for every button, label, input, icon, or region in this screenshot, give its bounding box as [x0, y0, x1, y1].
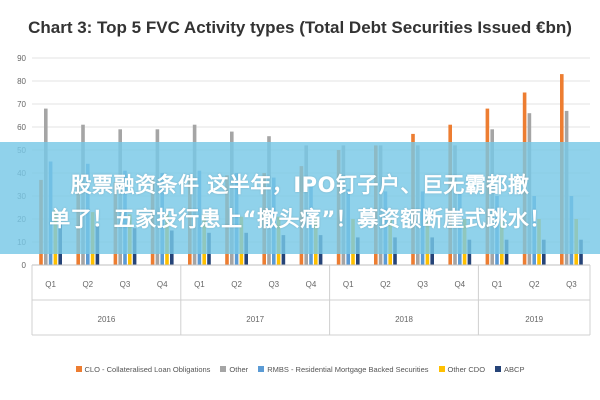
y-tick-label: 70 — [17, 100, 26, 109]
chart-legend: CLO - Collateralised Loan Obligations Oth… — [0, 362, 600, 376]
x-tick-label: Q2 — [82, 280, 93, 289]
x-tick-label: Q2 — [529, 280, 540, 289]
x-group-label: 2016 — [98, 315, 116, 324]
x-tick-label: Q4 — [157, 280, 168, 289]
x-tick-label: Q4 — [306, 280, 317, 289]
legend-item: Other — [220, 365, 248, 374]
legend-item: Other CDO — [438, 364, 486, 374]
x-group-label: 2019 — [525, 315, 543, 324]
legend-label: RMBS - Residential Mortgage Backed Secur… — [267, 364, 429, 374]
x-tick-label: Q2 — [380, 280, 391, 289]
x-tick-label: Q1 — [343, 280, 354, 289]
y-tick-label: 60 — [17, 123, 26, 132]
legend-label: Other — [229, 364, 249, 374]
legend-item: ABCP — [495, 365, 524, 374]
x-tick-label: Q3 — [417, 280, 428, 289]
legend-swatch — [438, 366, 445, 372]
x-group-label: 2017 — [246, 315, 264, 324]
legend-label: CLO - Collateralised Loan Obligations — [84, 364, 211, 374]
legend-swatch — [258, 366, 265, 372]
x-tick-label: Q1 — [194, 280, 205, 289]
x-tick-label: Q4 — [454, 280, 465, 289]
x-tick-label: Q3 — [268, 280, 279, 289]
y-tick-label: 0 — [22, 261, 27, 270]
headline-line-1: 股票融资条件 这半年，IPO钉子户、巨无霸都撤 — [70, 173, 530, 197]
x-tick-label: Q2 — [231, 280, 242, 289]
headline-line-2: 单了！五家投行患上“撤头痛”！募资额断崖式跳水！ — [49, 207, 551, 231]
legend-label: ABCP — [504, 364, 525, 374]
legend-label: Other CDO — [447, 364, 486, 374]
headline-banner[interactable]: 股票融资条件 这半年，IPO钉子户、巨无霸都撤 单了！五家投行患上“撤头痛”！募… — [0, 142, 600, 254]
legend-item: CLO - Collateralised Loan Obligations — [75, 364, 211, 374]
x-tick-label: Q3 — [566, 280, 577, 289]
legend-swatch — [75, 366, 82, 372]
x-group-label: 2018 — [395, 315, 413, 324]
chart-title: Chart 3: Top 5 FVC Activity types (Total… — [28, 18, 572, 37]
legend-item: RMBS - Residential Mortgage Backed Secur… — [258, 364, 429, 374]
legend-swatch — [220, 366, 227, 372]
x-tick-label: Q3 — [120, 280, 131, 289]
y-tick-label: 90 — [17, 54, 26, 63]
legend-swatch — [495, 366, 502, 372]
x-tick-label: Q1 — [45, 280, 56, 289]
y-tick-label: 80 — [17, 77, 26, 86]
x-tick-label: Q1 — [492, 280, 503, 289]
